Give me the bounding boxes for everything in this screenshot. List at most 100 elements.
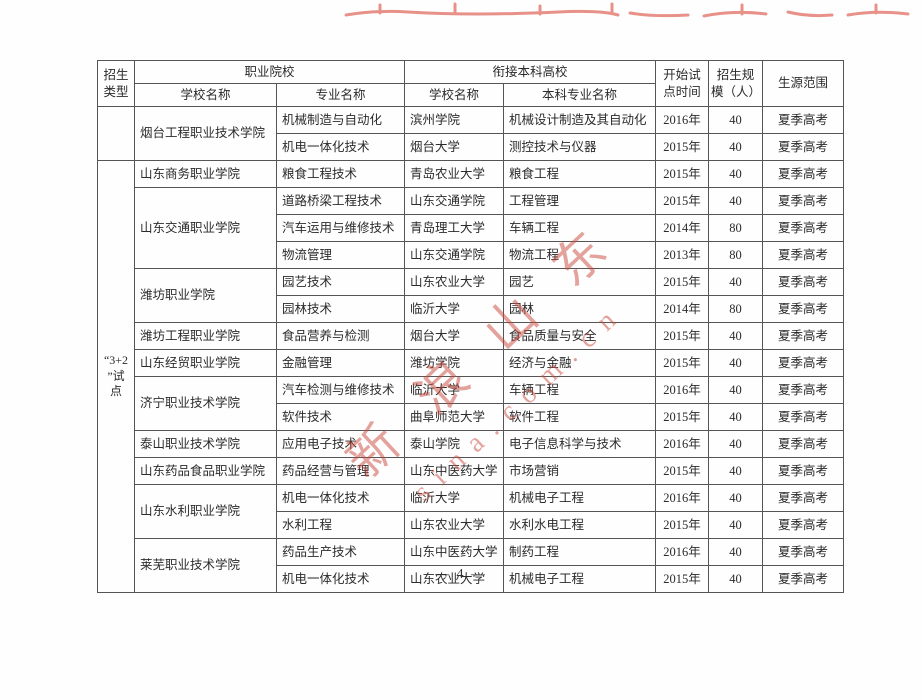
- table-cell: 2015年: [655, 565, 710, 593]
- table-cell: 机电一体化技术: [275, 133, 406, 161]
- header-row-2: 学校名称 专业名称 学校名称 本科专业名称: [98, 83, 844, 107]
- table-cell: 夏季高考: [762, 106, 845, 134]
- table-cell: 夏季高考: [762, 187, 845, 215]
- table-cell: 80: [708, 241, 764, 269]
- table-cell: 40: [708, 484, 764, 512]
- admission-type-cell: [97, 106, 135, 161]
- table-cell: 2013年: [655, 241, 710, 269]
- header-admission-type: 招生 类型: [97, 60, 135, 107]
- table-cell: 经济与金融: [503, 349, 657, 377]
- table-cell: 机械电子工程: [503, 565, 657, 593]
- table-cell: 汽车运用与维修技术: [275, 214, 406, 242]
- header-start-time: 开始试 点时间: [655, 60, 710, 107]
- table-cell: 山东农业大学: [404, 268, 505, 296]
- table-row: 山东药品食品职业学院 药品经营与管理 山东中医药大学 市场营销 2015年 40 夏季高考: [98, 457, 845, 485]
- header-ug-major-name: 本科专业名称: [503, 83, 657, 107]
- table-cell: 机电一体化技术: [275, 484, 406, 512]
- table-cell: 泰山职业技术学院: [134, 430, 277, 458]
- table-cell: 食品营养与检测: [275, 322, 406, 350]
- table-cell: 药品生产技术: [275, 538, 406, 566]
- table-cell: 机械电子工程: [503, 484, 657, 512]
- header-student-source: 生源范围: [762, 60, 845, 107]
- table-cell: 夏季高考: [762, 241, 845, 269]
- table-cell: 2015年: [655, 268, 710, 296]
- table-cell: 药品经营与管理: [275, 457, 406, 485]
- table-cell: 软件工程: [503, 403, 657, 431]
- table-cell: 80: [708, 295, 764, 323]
- document-page: 招生 类型 职业院校 衔接本科高校 开始试 点时间 招生规 模（人） 生源范围 …: [97, 2, 910, 593]
- table-row: 莱芜职业技术学院 药品生产技术 山东中医药大学 制药工程 2016年 40 夏季高考: [98, 538, 845, 593]
- table-cell: 机械设计制造及其自动化: [503, 106, 657, 134]
- table-cell: 夏季高考: [762, 322, 845, 350]
- table-row: 机电一体化技术 烟台大学 测控技术与仪器 2015年 40 夏季高考: [98, 133, 845, 161]
- table-row: 山东水利职业学院 机电一体化技术 临沂大学 机械电子工程 2016年 40 夏季高考: [98, 484, 845, 539]
- admission-table: 招生 类型 职业院校 衔接本科高校 开始试 点时间 招生规 模（人） 生源范围 …: [97, 60, 845, 593]
- table-cell: 40: [708, 403, 764, 431]
- table-cell: 车辆工程: [503, 214, 657, 242]
- table-cell: 市场营销: [503, 457, 657, 485]
- table-cell: 40: [708, 133, 764, 161]
- table-cell: 烟台工程职业技术学院: [134, 106, 277, 161]
- table-cell: 夏季高考: [762, 511, 845, 539]
- table-cell: 夏季高考: [762, 403, 845, 431]
- table-row: 软件技术 曲阜师范大学 软件工程 2015年 40 夏季高考: [98, 403, 845, 431]
- table-cell: 金融管理: [275, 349, 406, 377]
- table-cell: 2016年: [655, 376, 710, 404]
- table-cell: 物流管理: [275, 241, 406, 269]
- table-cell: 潍坊职业学院: [134, 268, 277, 323]
- table-cell: 园艺技术: [275, 268, 406, 296]
- table-cell: 山东交通学院: [404, 187, 505, 215]
- table-cell: 夏季高考: [762, 484, 845, 512]
- table-cell: 山东中医药大学: [404, 457, 505, 485]
- table-row: 物流管理 山东交通学院 物流工程 2013年 80 夏季高考: [98, 241, 845, 269]
- table-cell: 道路桥梁工程技术: [275, 187, 406, 215]
- table-row: 潍坊职业学院 园艺技术 山东农业大学 园艺 2015年 40 夏季高考: [98, 268, 845, 323]
- table-cell: 园林技术: [275, 295, 406, 323]
- table-cell: 潍坊工程职业学院: [134, 322, 277, 350]
- table-row: “3+2 ”试点 山东商务职业学院 粮食工程技术 青岛农业大学 粮食工程 2015年 40 夏…: [97, 160, 845, 593]
- table-cell: 烟台大学: [404, 133, 505, 161]
- table-row: 机电一体化技术 山东农业大学 机械电子工程 2015年 40 夏季高考: [98, 565, 845, 593]
- table-cell: 物流工程: [503, 241, 657, 269]
- table-cell: 园林: [503, 295, 657, 323]
- page-number: — 4 —: [435, 567, 487, 582]
- table-cell: 机电一体化技术: [275, 565, 406, 593]
- table-cell: 2015年: [655, 160, 710, 188]
- table-cell: 莱芜职业技术学院: [134, 538, 277, 593]
- table-cell: 夏季高考: [762, 538, 845, 566]
- table-cell: 电子信息科学与技术: [503, 430, 657, 458]
- table-cell: 泰山学院: [404, 430, 505, 458]
- header-ug-school-name: 学校名称: [404, 83, 505, 107]
- table-cell: 夏季高考: [762, 565, 845, 593]
- table-cell: 制药工程: [503, 538, 657, 566]
- table-cell: 2015年: [655, 457, 710, 485]
- table-cell: 40: [708, 349, 764, 377]
- table-cell: 山东农业大学: [404, 565, 505, 593]
- table-cell: 40: [708, 376, 764, 404]
- table-cell: 临沂大学: [404, 484, 505, 512]
- table-cell: 2015年: [655, 322, 710, 350]
- table-cell: 2016年: [655, 430, 710, 458]
- table-cell: 烟台大学: [404, 322, 505, 350]
- table-cell: 应用电子技术: [275, 430, 406, 458]
- table-row: 园林技术 临沂大学 园林 2014年 80 夏季高考: [98, 295, 845, 323]
- table-cell: 40: [708, 187, 764, 215]
- header-voc-major-name: 专业名称: [275, 83, 406, 107]
- table-row: 汽车运用与维修技术 青岛理工大学 车辆工程 2014年 80 夏季高考: [98, 214, 845, 242]
- table-cell: 2016年: [655, 484, 710, 512]
- table-cell: 40: [708, 268, 764, 296]
- table-cell: 40: [708, 160, 764, 188]
- table-cell: 2016年: [655, 538, 710, 566]
- table-cell: 2015年: [655, 403, 710, 431]
- table-cell: 山东药品食品职业学院: [134, 457, 277, 485]
- table-cell: 潍坊学院: [404, 349, 505, 377]
- header-voc-school-name: 学校名称: [134, 83, 277, 107]
- table-cell: 山东商务职业学院: [134, 160, 277, 188]
- table-cell: 园艺: [503, 268, 657, 296]
- table-header: 招生 类型 职业院校 衔接本科高校 开始试 点时间 招生规 模（人） 生源范围 …: [97, 60, 845, 107]
- table-cell: 水利工程: [275, 511, 406, 539]
- table-cell: 山东农业大学: [404, 511, 505, 539]
- table-cell: 青岛理工大学: [404, 214, 505, 242]
- table-cell: 滨州学院: [404, 106, 505, 134]
- table-cell: 夏季高考: [762, 457, 845, 485]
